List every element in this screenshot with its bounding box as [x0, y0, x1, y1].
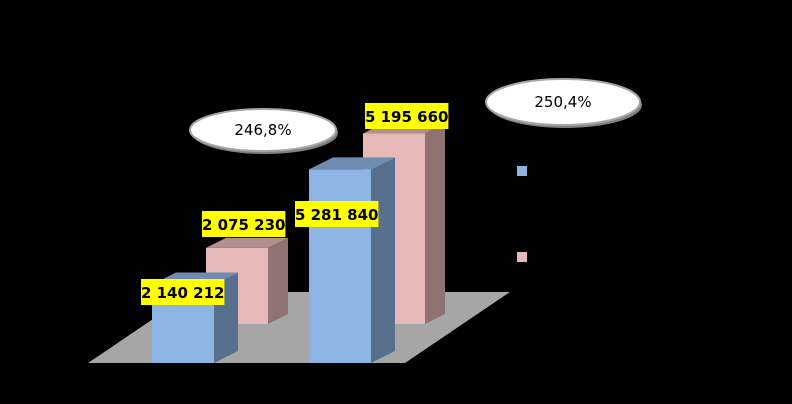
gridline-side	[87, 218, 194, 291]
data-label-text: 2 140 212	[141, 284, 225, 302]
data-label-text: 5 195 660	[365, 108, 449, 126]
data-label-box	[202, 211, 286, 237]
callout-text: 246,8%	[234, 121, 291, 139]
data-label-box	[365, 103, 449, 129]
callout-oval	[485, 78, 641, 126]
callout-oval	[189, 108, 337, 152]
bar-side-face	[371, 157, 395, 363]
ratio-callout-2: 250,4%	[485, 78, 642, 128]
data-label-2-1: 2 075 230	[202, 211, 286, 237]
gridline-side	[87, 71, 194, 144]
ratio-callouts: 246,8% 250,4%	[189, 78, 642, 154]
data-label-2-2: 5 195 660	[365, 103, 449, 129]
legend	[517, 166, 527, 262]
data-label-1-2: 5 281 840	[295, 201, 379, 227]
callout-text: 250,4%	[534, 93, 591, 111]
bar-front-face	[309, 169, 371, 363]
data-label-box	[141, 279, 225, 305]
data-label-text: 5 281 840	[295, 206, 379, 224]
legend-entry-2	[517, 252, 527, 262]
legend-entry-1	[517, 166, 527, 176]
gridline-side	[87, 254, 194, 327]
bar-top-face	[309, 157, 395, 170]
data-label-text: 2 075 230	[202, 216, 286, 234]
legend-swatch	[517, 166, 527, 176]
bar-top-face	[206, 237, 288, 248]
data-label-box	[295, 201, 379, 227]
data-labels: 2 140 212 5 281 840 2 075 230 5 195 660	[141, 103, 449, 305]
gridline-side	[87, 144, 194, 217]
gridline-side	[87, 108, 194, 181]
legend-swatch	[517, 252, 527, 262]
data-label-1-1: 2 140 212	[141, 279, 225, 305]
bar-1-2	[309, 157, 395, 363]
bar-side-face	[425, 123, 445, 324]
gridline-side	[87, 181, 194, 254]
ratio-callout-1: 246,8%	[189, 108, 338, 154]
bar-side-face	[268, 237, 288, 324]
